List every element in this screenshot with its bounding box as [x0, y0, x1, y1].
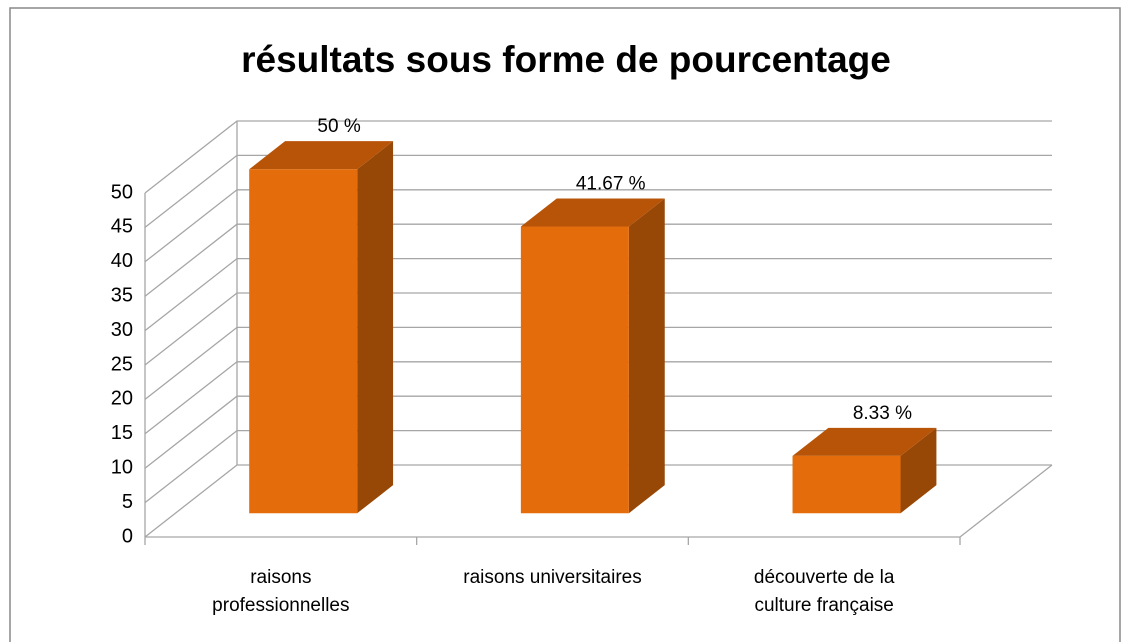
- bar: [249, 169, 358, 514]
- grid-line: [144, 395, 1052, 469]
- y-tick-label: 20: [111, 388, 133, 410]
- y-tick-label: 0: [122, 525, 133, 547]
- y-tick-label: 10: [111, 456, 133, 478]
- data-label: 8.33 %: [853, 403, 912, 424]
- grid-line: [144, 257, 1052, 332]
- y-tick-label: 50: [111, 181, 133, 203]
- bar-side: [900, 427, 937, 514]
- bar: [792, 455, 901, 514]
- grid-line: [144, 154, 1052, 228]
- chart-title: résultats sous forme de pourcentage: [241, 39, 891, 80]
- grid-line: [144, 361, 1052, 435]
- y-tick-label: 25: [111, 353, 133, 375]
- grid-line: [144, 326, 1052, 400]
- x-tick-label: découverte de la culture française: [753, 567, 895, 616]
- grid-line: [144, 464, 1052, 538]
- bar-top: [249, 141, 394, 170]
- data-label: 41.67 %: [576, 173, 646, 194]
- grid-line: [144, 120, 1052, 194]
- grid-line: [144, 223, 1052, 297]
- bar: [520, 226, 629, 514]
- bar-top: [520, 198, 665, 227]
- y-tick-label: 15: [111, 422, 133, 444]
- bar-top: [792, 427, 937, 456]
- grid-line: [144, 292, 1052, 366]
- y-tick-label: 30: [111, 319, 133, 341]
- y-tick-label: 40: [111, 250, 133, 272]
- grid-line: [144, 429, 1052, 504]
- x-tick-label: raisons universitaires: [463, 567, 642, 588]
- x-tick-label: raisons professionnelles: [212, 567, 350, 616]
- bar-side: [628, 198, 665, 514]
- grid-line: [144, 189, 1052, 263]
- y-tick-label: 45: [111, 216, 133, 238]
- y-tick-label: 35: [111, 284, 133, 306]
- data-label: 50 %: [317, 116, 360, 137]
- y-tick-label: 5: [122, 491, 133, 513]
- bar-side: [357, 141, 394, 514]
